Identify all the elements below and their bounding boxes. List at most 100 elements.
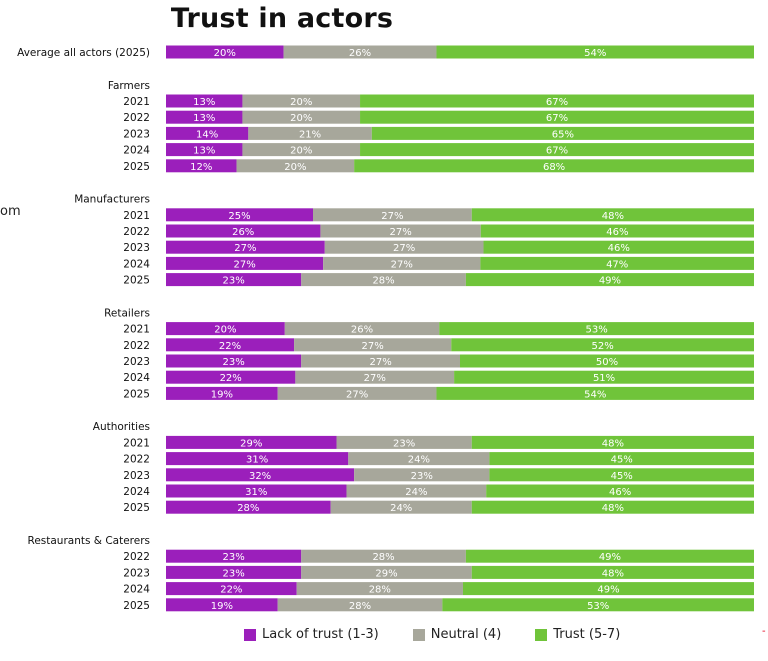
- data-label: 13%: [193, 97, 215, 108]
- bar-segment-neutral: [294, 338, 452, 352]
- bar-segment-trust: [436, 45, 754, 59]
- bar-segment-lack: [166, 598, 278, 612]
- data-label: 20%: [290, 113, 312, 124]
- data-label: 20%: [290, 146, 312, 157]
- bar-segment-lack: [166, 582, 297, 596]
- data-label: 48%: [602, 568, 624, 579]
- bar-segment-lack: [166, 435, 337, 449]
- bar-segment-trust: [471, 435, 754, 449]
- bar-segment-trust: [483, 240, 754, 254]
- bar-segment-neutral: [324, 240, 484, 254]
- data-label: 27%: [381, 211, 403, 222]
- bar-segment-neutral: [301, 273, 466, 287]
- legend-label-neutral: Neutral (4): [430, 627, 502, 642]
- row-label: Average all actors (2025): [17, 47, 150, 59]
- bar-segment-lack: [166, 256, 324, 270]
- bar-segment-neutral: [301, 565, 472, 579]
- legend-swatch-neutral: [412, 628, 425, 641]
- data-label: 26%: [232, 227, 254, 238]
- stacked-bar-chart: Average all actors (2025) 20% 26% 54% Farmer…: [17, 45, 754, 612]
- bar-segment-lack: [166, 143, 243, 157]
- row-label: 2023: [123, 356, 150, 368]
- group-heading: Authorities: [93, 421, 150, 433]
- bar-segment-neutral: [330, 500, 472, 514]
- bar-segment-trust: [471, 565, 754, 579]
- data-label: 54%: [584, 389, 606, 400]
- bar-segment-neutral: [354, 468, 490, 482]
- legend-swatch-lack: [244, 628, 256, 641]
- data-label: 28%: [372, 276, 394, 287]
- data-label: 67%: [546, 97, 568, 108]
- data-label: 32%: [249, 471, 271, 482]
- bar-segment-lack: [166, 110, 243, 124]
- legend-label-lack: Lack of trust (1-3): [262, 627, 379, 642]
- bar-segment-trust: [465, 549, 754, 563]
- data-label: 23%: [223, 276, 245, 287]
- data-label: 46%: [609, 487, 631, 498]
- bar-segment-trust: [439, 322, 754, 336]
- row-label: 2023: [123, 128, 150, 140]
- row-label: 2023: [123, 242, 150, 254]
- data-label: 54%: [584, 48, 606, 59]
- bar-segment-trust: [480, 256, 754, 270]
- chart-title: Trust in actors: [170, 3, 394, 34]
- bar-segment-trust: [360, 110, 754, 124]
- legend-item-lack: Lack of trust (1-3): [244, 627, 379, 642]
- data-label: 28%: [349, 601, 371, 612]
- bar-segment-neutral: [346, 484, 487, 498]
- data-label: 31%: [245, 487, 267, 498]
- data-label: 31%: [246, 455, 268, 466]
- data-label: 24%: [408, 455, 430, 466]
- bar-segment-neutral: [236, 159, 355, 173]
- bar-segment-lack: [166, 94, 243, 108]
- bar-segment-trust: [436, 386, 754, 400]
- data-label: 48%: [602, 211, 624, 222]
- legend-label-trust: Trust (5-7): [553, 627, 621, 642]
- data-label: 27%: [391, 259, 413, 270]
- data-label: 67%: [546, 113, 568, 124]
- row-label: 2024: [123, 486, 150, 498]
- data-label: 27%: [364, 373, 386, 384]
- chart-legend: Lack of trust (1-3) Neutral (4) Trust (5…: [244, 627, 620, 642]
- data-label: 51%: [593, 373, 615, 384]
- bar-segment-neutral: [295, 370, 455, 384]
- data-label: 27%: [370, 357, 392, 368]
- row-label: 2022: [123, 226, 150, 238]
- data-label: 27%: [233, 259, 255, 270]
- data-label: 27%: [362, 341, 384, 352]
- bar-segment-trust: [465, 273, 754, 287]
- bar-segment-neutral: [248, 126, 372, 140]
- bar-segment-lack: [166, 159, 237, 173]
- bar-segment-trust: [489, 468, 754, 482]
- bar-segment-trust: [451, 338, 754, 352]
- bar-segment-lack: [166, 240, 325, 254]
- cropped-edge-text: om: [0, 204, 21, 219]
- row-label: 2021: [123, 324, 150, 336]
- data-label: 24%: [405, 487, 427, 498]
- bar-segment-trust: [462, 582, 754, 596]
- bar-segment-lack: [166, 452, 349, 466]
- data-label: 21%: [299, 129, 321, 140]
- row-label: 2021: [123, 210, 150, 222]
- row-label: 2025: [123, 275, 150, 287]
- bar-segment-lack: [166, 273, 302, 287]
- row-label: 2024: [123, 258, 150, 270]
- group-heading: Manufacturers: [74, 194, 150, 206]
- data-label: 46%: [608, 243, 630, 254]
- bar-segment-lack: [166, 484, 347, 498]
- data-label: 13%: [193, 113, 215, 124]
- data-label: 23%: [223, 552, 245, 563]
- data-label: 20%: [214, 325, 236, 336]
- data-label: 50%: [596, 357, 618, 368]
- data-label: 27%: [393, 243, 415, 254]
- row-label: 2025: [123, 388, 150, 400]
- bar-segment-neutral: [320, 224, 481, 238]
- data-label: 53%: [585, 325, 607, 336]
- bar-segment-neutral: [284, 322, 440, 336]
- data-label: 27%: [346, 389, 368, 400]
- data-label: 25%: [228, 211, 250, 222]
- data-label: 48%: [602, 503, 624, 514]
- data-label: 24%: [390, 503, 412, 514]
- bar-segment-lack: [166, 468, 355, 482]
- bar-segment-neutral: [242, 94, 361, 108]
